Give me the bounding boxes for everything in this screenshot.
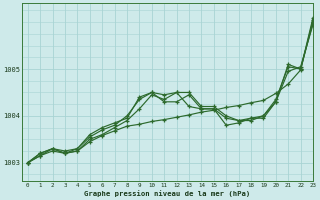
- X-axis label: Graphe pression niveau de la mer (hPa): Graphe pression niveau de la mer (hPa): [84, 190, 251, 197]
